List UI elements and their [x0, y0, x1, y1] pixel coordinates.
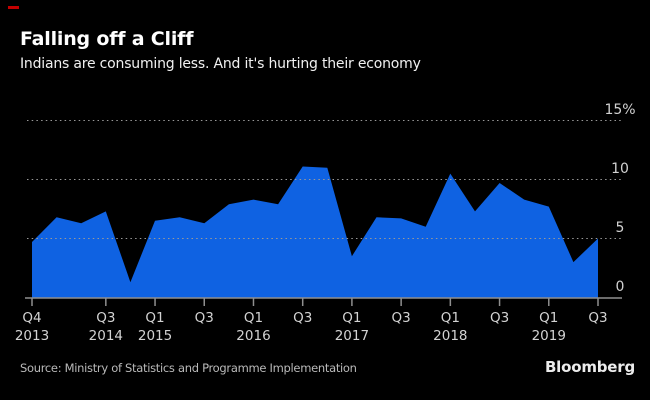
y-axis-label-0: 0 — [616, 279, 625, 295]
x-axis-quarter-label: Q3 — [392, 310, 411, 326]
x-axis-year-label: 2018 — [433, 328, 467, 344]
x-axis-year-label: 2014 — [89, 328, 123, 344]
chart-footer: Source: Ministry of Statistics and Progr… — [20, 358, 635, 376]
chart-subtitle: Indians are consuming less. And it's hur… — [20, 55, 421, 72]
x-axis-quarter-label: Q1 — [342, 310, 361, 326]
y-axis-label-5: 5 — [616, 220, 625, 236]
area-series-consumption — [32, 166, 598, 298]
x-axis-quarter-label: Q3 — [588, 310, 607, 326]
x-axis-quarter-label: Q1 — [244, 310, 263, 326]
chart-title: Falling off a Cliff — [20, 28, 194, 50]
x-axis-year-label: 2016 — [236, 328, 270, 344]
x-axis-quarter-label: Q1 — [441, 310, 460, 326]
y-axis-label-10: 10 — [611, 161, 629, 177]
x-axis-quarter-label: Q3 — [490, 310, 509, 326]
y-axis-label-15%: 15% — [604, 102, 635, 118]
x-axis-quarter-label: Q4 — [22, 310, 41, 326]
red-accent-mark — [8, 6, 19, 9]
x-axis-quarter-label: Q3 — [195, 310, 214, 326]
bloomberg-logo: Bloomberg — [544, 358, 635, 376]
x-axis-year-label: 2019 — [532, 328, 566, 344]
x-axis-quarter-label: Q3 — [293, 310, 312, 326]
x-axis-year-label: 2013 — [15, 328, 49, 344]
x-axis-year-label: 2015 — [138, 328, 172, 344]
source-note: Source: Ministry of Statistics and Progr… — [20, 361, 357, 375]
chart-header: Falling off a Cliff Indians are consumin… — [20, 28, 630, 73]
x-axis-quarter-label: Q3 — [96, 310, 115, 326]
x-axis-year-label: 2017 — [335, 328, 369, 344]
x-axis-quarter-label: Q1 — [145, 310, 164, 326]
x-axis-quarter-label: Q1 — [539, 310, 558, 326]
